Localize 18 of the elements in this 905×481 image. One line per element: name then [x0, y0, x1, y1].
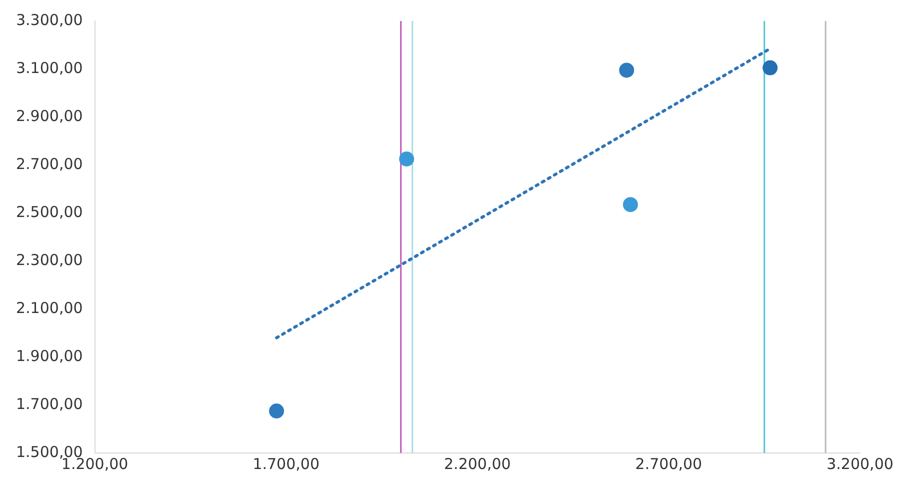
y-tick-label: 2.300,00 — [16, 250, 83, 269]
x-tick-label: 3.200,00 — [826, 454, 894, 473]
y-tick-label: 1.900,00 — [16, 346, 83, 365]
y-tick-label: 2.900,00 — [16, 106, 83, 125]
y-tick-label: 1.700,00 — [16, 394, 83, 413]
point — [619, 62, 634, 78]
x-tick-label: 2.200,00 — [444, 454, 511, 473]
y-tick-label: 2.500,00 — [16, 202, 83, 221]
x-tick-label: 2.700,00 — [635, 454, 702, 473]
point — [622, 197, 638, 212]
y-tick-label: 2.700,00 — [16, 154, 83, 173]
y-tick-label: 3.300,00 — [16, 10, 83, 29]
y-tick-label: 2.100,00 — [16, 298, 83, 317]
point — [762, 60, 778, 76]
point — [399, 152, 414, 166]
y-tick-label: 3.100,00 — [16, 58, 83, 77]
x-tick-label: 1.700,00 — [252, 454, 320, 473]
point — [269, 404, 284, 418]
